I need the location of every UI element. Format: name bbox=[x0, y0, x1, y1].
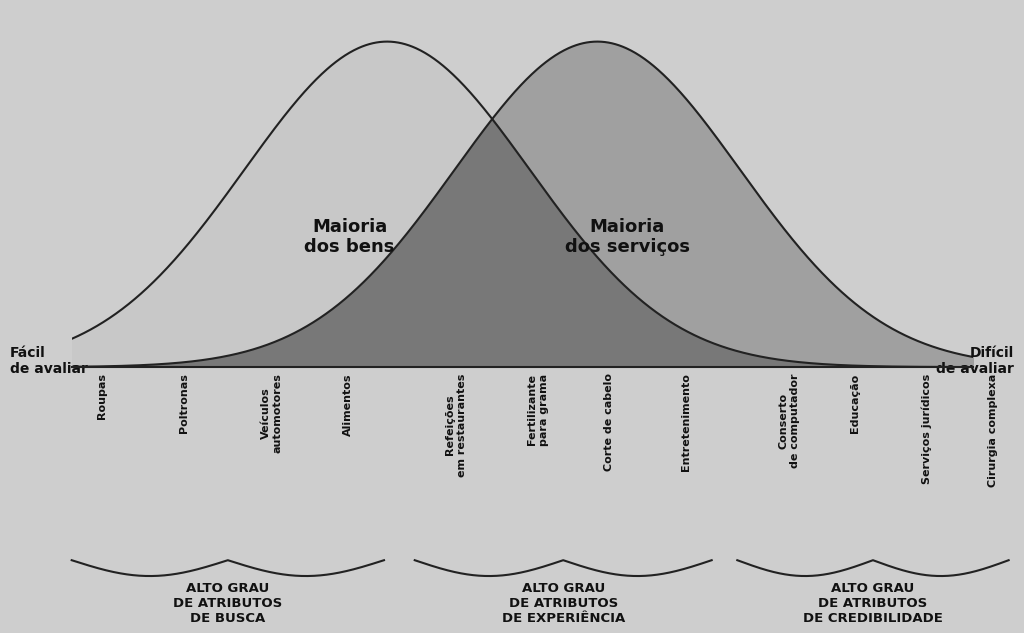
Text: Conserto
de computador: Conserto de computador bbox=[778, 373, 800, 468]
Text: Fertilizante
para grama: Fertilizante para grama bbox=[527, 373, 549, 446]
Text: Corte de cabelo: Corte de cabelo bbox=[604, 373, 614, 472]
Text: Fácil
de avaliar: Fácil de avaliar bbox=[10, 346, 88, 376]
Text: Roupas: Roupas bbox=[97, 373, 108, 420]
Text: Difícil
de avaliar: Difícil de avaliar bbox=[936, 346, 1014, 376]
Text: ALTO GRAU
DE ATRIBUTOS
DE EXPERIÊNCIA: ALTO GRAU DE ATRIBUTOS DE EXPERIÊNCIA bbox=[502, 582, 625, 625]
Text: Cirurgia complexa: Cirurgia complexa bbox=[988, 373, 998, 487]
Text: Maioria
dos bens: Maioria dos bens bbox=[304, 218, 394, 256]
Text: Entretenimento: Entretenimento bbox=[681, 373, 691, 472]
Text: Poltronas: Poltronas bbox=[179, 373, 189, 434]
Text: Alimentos: Alimentos bbox=[343, 373, 353, 436]
Text: ALTO GRAU
DE ATRIBUTOS
DE CREDIBILIDADE: ALTO GRAU DE ATRIBUTOS DE CREDIBILIDADE bbox=[803, 582, 943, 625]
Text: Educação: Educação bbox=[850, 373, 860, 433]
Text: Serviços jurídicos: Serviços jurídicos bbox=[922, 373, 932, 484]
Text: Refeições
em restaurantes: Refeições em restaurantes bbox=[445, 373, 467, 477]
Text: Maioria
dos serviços: Maioria dos serviços bbox=[565, 218, 690, 256]
Text: ALTO GRAU
DE ATRIBUTOS
DE BUSCA: ALTO GRAU DE ATRIBUTOS DE BUSCA bbox=[173, 582, 283, 625]
Text: Veículos
automotores: Veículos automotores bbox=[261, 373, 283, 453]
